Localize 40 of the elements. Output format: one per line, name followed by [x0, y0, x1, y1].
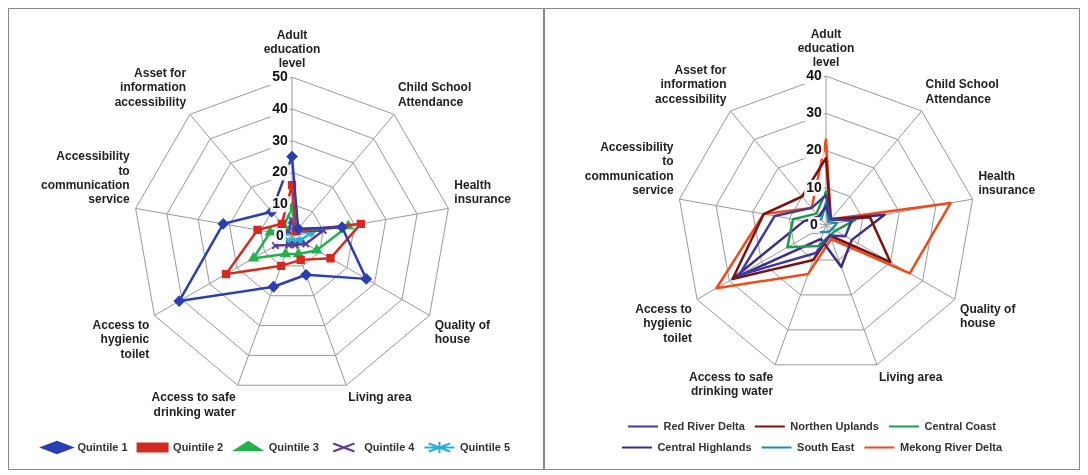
y-tick-label: 20 [806, 141, 822, 158]
y-tick-label: 30 [806, 104, 822, 121]
spoke-label: Health insurance [454, 178, 512, 207]
spoke-label: Accessibility to communication service [584, 140, 674, 198]
spoke-label: Quality of house [960, 301, 1017, 331]
spoke-label: Access to hygienic toilet [635, 301, 693, 345]
spoke-label: Access to safe drinking water [151, 390, 236, 419]
y-tick-label: 40 [272, 99, 288, 116]
spoke-label: Child School Attendance [925, 77, 999, 106]
legend-label: Red River Delta [663, 419, 746, 432]
spoke-label: Living area [878, 369, 943, 384]
spoke-label: Health insurance [978, 168, 1036, 198]
legend-label: South East [797, 440, 855, 453]
y-tick-label: 10 [272, 195, 288, 212]
spoke-label: Access to safe drinking water [689, 369, 774, 399]
spoke-label: Adult education level [263, 27, 321, 71]
spoke-label: Quality of house [434, 317, 492, 347]
spoke-label: Child School Attendance [397, 80, 472, 109]
legend-label: Quintile 5 [459, 440, 511, 453]
legend-label: Central Highlands [657, 440, 752, 453]
y-tick-label: 10 [806, 178, 822, 195]
spoke-label: Access to hygienic toilet [92, 317, 150, 361]
y-tick-label: 20 [272, 163, 288, 180]
y-tick-label: 30 [272, 131, 288, 148]
y-tick-label: 0 [276, 226, 285, 243]
spoke-label: Living area [348, 390, 413, 405]
y-tick-label: 50 [272, 68, 288, 85]
spoke-label: Asset for information accessibility [655, 62, 727, 106]
legend-label: Quintile 2 [173, 440, 224, 453]
legend-label: Quintile 3 [268, 440, 319, 453]
y-tick-label: 0 [810, 215, 819, 232]
spoke-label: Accessibility to communication service [41, 149, 131, 207]
y-tick-label: 40 [806, 67, 822, 84]
legend-label: Central Coast [924, 419, 997, 432]
legend-label: Mekong River Delta [899, 440, 1003, 453]
legend-label: Quintile 4 [364, 440, 416, 453]
legend-label: Northen Uplands [790, 419, 879, 432]
spoke-label: Adult education level [797, 26, 855, 70]
legend-label: Quintile 1 [77, 440, 128, 453]
spoke-label: Asset for information accessibility [114, 66, 187, 109]
